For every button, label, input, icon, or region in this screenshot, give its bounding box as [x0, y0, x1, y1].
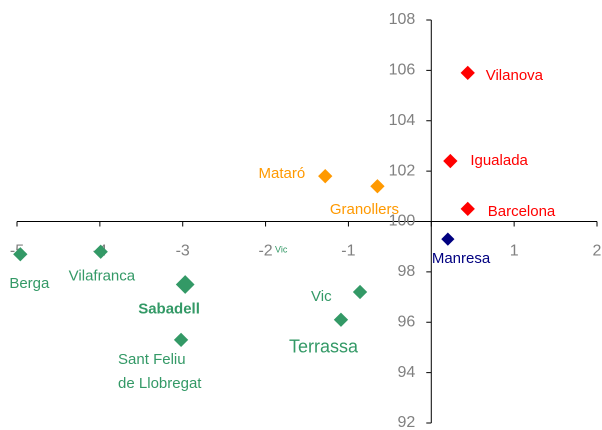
point — [460, 201, 475, 217]
point — [175, 275, 195, 294]
x-tick-label: 2 — [593, 243, 602, 260]
point-label: Barcelona — [488, 203, 556, 220]
y-tick-label: 98 — [397, 263, 415, 280]
y-tick-label: 100 — [389, 213, 416, 230]
point — [352, 284, 368, 300]
point-label: Manresa — [432, 250, 491, 267]
annotation: Vic — [275, 244, 288, 254]
point-label: Vilafranca — [69, 268, 136, 285]
y-tick-label: 102 — [389, 162, 416, 179]
point-label: Granollers — [330, 201, 399, 218]
point — [333, 312, 349, 327]
x-tick-label: -2 — [258, 243, 272, 260]
y-tick-label: 106 — [389, 62, 416, 79]
point-label: Sant Feliu de Llobregat — [118, 351, 202, 392]
point — [93, 244, 108, 259]
point-label: Igualada — [470, 152, 528, 169]
x-tick-label: -1 — [341, 243, 355, 260]
point-label: Vic — [311, 288, 332, 305]
point — [443, 153, 458, 169]
point — [441, 232, 455, 246]
y-tick-label: 94 — [397, 364, 415, 381]
y-tick-label: 96 — [397, 313, 415, 330]
point — [318, 169, 333, 184]
point — [13, 247, 28, 262]
x-tick-label: -3 — [176, 243, 190, 260]
y-tick-label: 108 — [389, 11, 416, 28]
point — [370, 179, 385, 194]
y-tick-label: 104 — [389, 112, 416, 129]
point — [460, 65, 475, 81]
point-label-line: Sant Feliu — [118, 351, 186, 368]
point-label: Vilanova — [486, 67, 544, 84]
x-tick-label: 1 — [510, 243, 519, 260]
point-label-line: de Llobregat — [118, 375, 202, 392]
point-label: Sabadell — [138, 300, 200, 317]
point-label: Berga — [9, 275, 50, 292]
point-label: Mataró — [259, 165, 306, 182]
y-tick-label: 92 — [397, 414, 415, 430]
point — [173, 332, 189, 348]
point-label: Terrassa — [289, 336, 359, 356]
